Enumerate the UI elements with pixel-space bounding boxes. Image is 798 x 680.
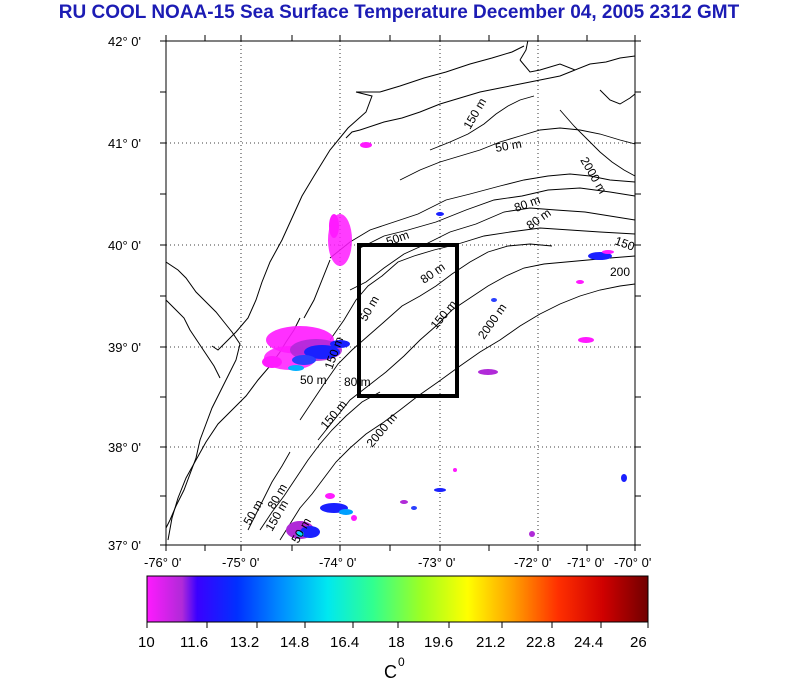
- colorbar-ticks: [146, 622, 649, 628]
- lon-label: -75° 0': [222, 555, 259, 570]
- colorbar-tick-label: 11.6: [180, 634, 208, 651]
- study-area-box: [357, 243, 459, 398]
- axis-ticks: [160, 35, 641, 551]
- colorbar-tick-label: 14.8: [280, 634, 309, 651]
- lat-label: 42° 0': [108, 34, 141, 49]
- colorbar-unit: C: [384, 662, 397, 680]
- plot-frame: [165, 40, 636, 546]
- contour-label: 200: [610, 265, 630, 279]
- lon-label: -71° 0': [567, 555, 604, 570]
- contour-label: 80 m: [344, 375, 371, 389]
- contour-label: 50 m: [300, 373, 327, 387]
- lat-label: 39° 0': [108, 340, 141, 355]
- colorbar-tick-label: 22.8: [526, 634, 555, 651]
- colorbar-unit-superscript: 0: [398, 655, 405, 669]
- colorbar-tick-label: 10: [138, 634, 155, 651]
- lat-label: 37° 0': [108, 538, 141, 553]
- lon-label: -76° 0': [144, 555, 181, 570]
- lon-label: -73° 0': [418, 555, 455, 570]
- colorbar-tick-label: 21.2: [476, 634, 505, 651]
- colorbar-tick-label: 19.6: [424, 634, 453, 651]
- colorbar-tick-label: 24.4: [574, 634, 603, 651]
- lat-label: 41° 0': [108, 136, 141, 151]
- colorbar-tick-label: 13.2: [230, 634, 259, 651]
- lat-label: 40° 0': [108, 238, 141, 253]
- contour-label: 50 m: [494, 137, 523, 155]
- contour-label: 150: [613, 234, 637, 254]
- colorbar-tick-label: 16.4: [330, 634, 359, 651]
- lat-label: 38° 0': [108, 440, 141, 455]
- longitude-labels: -76° 0' -75° 0' -74° 0' -73° 0' -72° 0' …: [144, 555, 651, 570]
- graticule: [166, 41, 635, 545]
- map-title: RU COOL NOAA-15 Sea Surface Temperature …: [58, 2, 740, 23]
- latitude-labels: 42° 0' 41° 0' 40° 0' 39° 0' 38° 0' 37° 0…: [108, 34, 141, 553]
- colorbar-tick-label: 26: [630, 634, 647, 651]
- lon-label: -72° 0': [514, 555, 551, 570]
- colorbar-tick-label: 18: [388, 634, 405, 651]
- lon-label: -70° 0': [614, 555, 651, 570]
- colorbar: [146, 575, 649, 623]
- colorbar-labels: 10 11.6 13.2 14.8 16.4 18 19.6 21.2 22.8…: [138, 634, 647, 651]
- sst-patches: [262, 142, 627, 539]
- lon-label: -74° 0': [319, 555, 356, 570]
